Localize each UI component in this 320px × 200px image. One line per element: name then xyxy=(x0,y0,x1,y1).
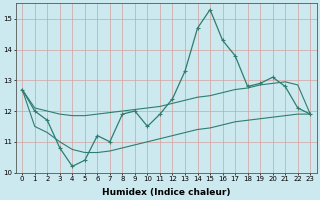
X-axis label: Humidex (Indice chaleur): Humidex (Indice chaleur) xyxy=(102,188,230,197)
